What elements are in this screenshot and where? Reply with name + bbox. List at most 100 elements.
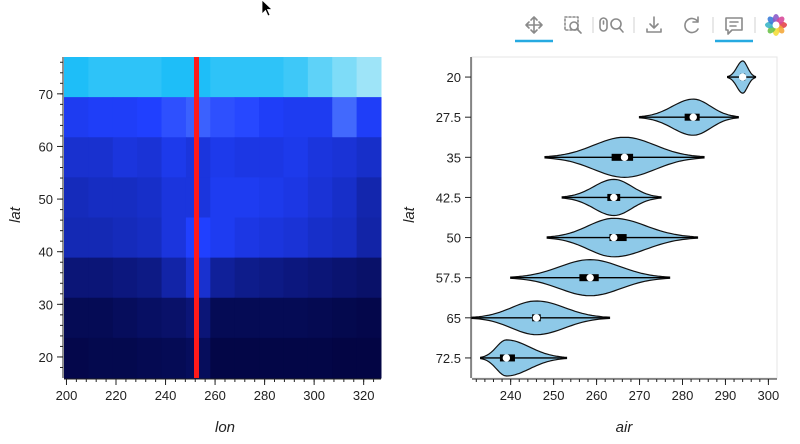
violin-median-point [610, 193, 618, 202]
heatmap-cell [356, 217, 382, 259]
heatmap-cell [137, 137, 163, 178]
reset-icon[interactable] [684, 16, 699, 34]
violin-x-tick-label: 270 [629, 388, 651, 403]
heatmap-cell [283, 257, 309, 299]
heatmap-cell [356, 337, 382, 379]
heatmap-cell [332, 257, 358, 299]
heatmap-cell [307, 177, 333, 218]
heatmap-cell [64, 97, 89, 138]
violin-y-tick-label: 20 [447, 70, 461, 85]
heatmap-cell [307, 97, 333, 138]
heatmap-cell [283, 57, 309, 98]
heatmap-cell [307, 257, 333, 299]
heatmap-cell [210, 297, 236, 339]
heatmap-cell [88, 57, 114, 98]
violin-y-tick-label: 42.5 [436, 190, 461, 205]
violin-x-tick-label: 280 [672, 388, 694, 403]
bokeh-logo-icon[interactable] [765, 14, 787, 36]
heatmap-cell [112, 257, 138, 299]
violin-x-axis-label: air [616, 419, 634, 436]
heatmap-cell [234, 97, 260, 138]
heatmap-cell [307, 217, 333, 259]
heatmap-cell [283, 337, 309, 379]
heatmap-x-tick-label: 300 [303, 388, 325, 403]
heatmap-plot[interactable]: 200 220 240 260 280 300 320 20 30 40 50 60 70 lon la… [7, 57, 382, 436]
heatmap-cell [332, 337, 358, 379]
violin-y-tick-label: 65 [447, 311, 461, 326]
heatmap-cell [161, 297, 187, 339]
heatmap-cell [259, 97, 284, 138]
heatmap-cell [332, 177, 358, 218]
violin-axes: 240 250 260 270 280 290 300 20 27.5 35 42.5 50 57.5 6… [436, 57, 780, 403]
heatmap-axes: 200 220 240 260 280 300 320 20 30 40 50 60 70 [39, 57, 381, 403]
violin-x-tick-label: 300 [758, 388, 780, 403]
heatmap-cell [283, 297, 309, 339]
heatmap-cell [161, 337, 187, 379]
violin-x-tick-label: 260 [586, 388, 608, 403]
heatmap-cell [356, 177, 382, 218]
heatmap-cell [356, 297, 382, 339]
save-icon[interactable] [646, 16, 662, 33]
violin-plot[interactable]: 240 250 260 270 280 290 300 20 27.5 35 42.5 50 57.5 6… [401, 56, 780, 436]
violin-median-point [586, 273, 594, 282]
heatmap-y-tick-label: 30 [39, 297, 53, 312]
heatmap-cell [112, 337, 138, 379]
heatmap-cell [234, 57, 260, 98]
heatmap-cell [88, 257, 114, 299]
toolbar [515, 14, 787, 43]
violin-x-tick-label: 290 [715, 388, 737, 403]
heatmap-cell [307, 337, 333, 379]
heatmap-cell [137, 217, 163, 259]
heatmap-y-tick-label: 60 [39, 139, 53, 154]
heatmap-cell [259, 257, 284, 299]
heatmap-cell [137, 297, 163, 339]
heatmap-cell [307, 137, 333, 178]
heatmap-x-tick-label: 320 [353, 388, 375, 403]
heatmap-cell [234, 297, 260, 339]
heatmap-cell [259, 137, 284, 178]
heatmap-cell [283, 97, 309, 138]
violin-y-tick-label: 27.5 [436, 110, 461, 125]
violin-median-point [620, 153, 629, 162]
heatmap-cell [112, 217, 138, 259]
heatmap-x-tick-label: 200 [56, 388, 78, 403]
heatmap-cell [210, 257, 236, 299]
heatmap-x-tick-label: 260 [204, 388, 226, 403]
heatmap-cell [161, 257, 187, 299]
heatmap-cell [332, 137, 358, 178]
box-zoom-icon[interactable] [564, 16, 582, 34]
heatmap-cell [137, 97, 163, 138]
heatmap-cell [88, 177, 114, 218]
heatmap-cell [64, 297, 89, 339]
pan-icon[interactable] [515, 16, 553, 43]
heatmap-cell [259, 57, 284, 98]
heatmap-cell [64, 57, 89, 98]
wheel-zoom-icon[interactable] [599, 17, 624, 33]
heatmap-x-axis-label: lon [215, 419, 235, 436]
violin-iqr-box [609, 234, 627, 242]
hover-icon[interactable] [715, 17, 753, 43]
violin-shapes [471, 60, 757, 377]
heatmap-cell [210, 177, 236, 218]
heatmap-cell [356, 97, 382, 138]
heatmap-cell [210, 137, 236, 178]
heatmap-cell [88, 137, 114, 178]
heatmap-cell [88, 297, 114, 339]
heatmap-cell [161, 177, 187, 218]
heatmap-cell [307, 57, 333, 98]
heatmap-x-tick-label: 240 [155, 388, 177, 403]
heatmap-cell [356, 57, 382, 98]
heatmap-cell [210, 97, 236, 138]
heatmap-cell [64, 257, 89, 299]
heatmap-cell [64, 217, 89, 259]
heatmap-cell [112, 97, 138, 138]
heatmap-cell [332, 217, 358, 259]
heatmap-cell [112, 297, 138, 339]
violin-x-tick-label: 250 [543, 388, 565, 403]
heatmap-y-tick-label: 40 [39, 245, 53, 260]
heatmap-cells [64, 57, 382, 379]
heatmap-cell [137, 57, 163, 98]
heatmap-cell [259, 177, 284, 218]
heatmap-y-tick-label: 70 [39, 87, 53, 102]
